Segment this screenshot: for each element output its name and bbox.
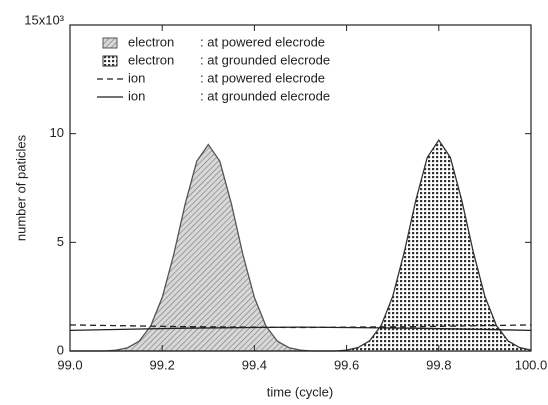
legend-swatch	[102, 55, 118, 67]
x-axis-label: time (cycle)	[267, 384, 333, 399]
x-tick-label: 99.2	[150, 357, 175, 372]
legend-location: : at grounded elecrode	[200, 88, 330, 103]
y-tick-label: 5	[57, 234, 64, 249]
legend-label: electron	[128, 52, 174, 67]
x-tick-label: 99.8	[426, 357, 451, 372]
y-tick-label: 0	[57, 342, 64, 357]
y-tick-label: 15x10³	[24, 12, 64, 27]
y-axis-label: number of paticles	[13, 134, 28, 241]
x-tick-label: 100.0	[515, 357, 548, 372]
x-tick-label: 99.6	[334, 357, 359, 372]
area-fill	[70, 140, 531, 351]
legend-location: : at powered elecrode	[200, 34, 325, 49]
legend-swatch	[102, 37, 118, 49]
legend-location: : at grounded elecrode	[200, 52, 330, 67]
legend-label: electron	[128, 34, 174, 49]
x-tick-label: 99.0	[57, 357, 82, 372]
legend-label: ion	[128, 70, 145, 85]
x-tick-label: 99.4	[242, 357, 267, 372]
y-tick-label: 10	[50, 125, 64, 140]
area-fill	[70, 144, 531, 351]
series-line	[69, 326, 532, 332]
legend-label: ion	[128, 88, 145, 103]
legend-location: : at powered elecrode	[200, 70, 325, 85]
plot-frame	[69, 24, 532, 352]
